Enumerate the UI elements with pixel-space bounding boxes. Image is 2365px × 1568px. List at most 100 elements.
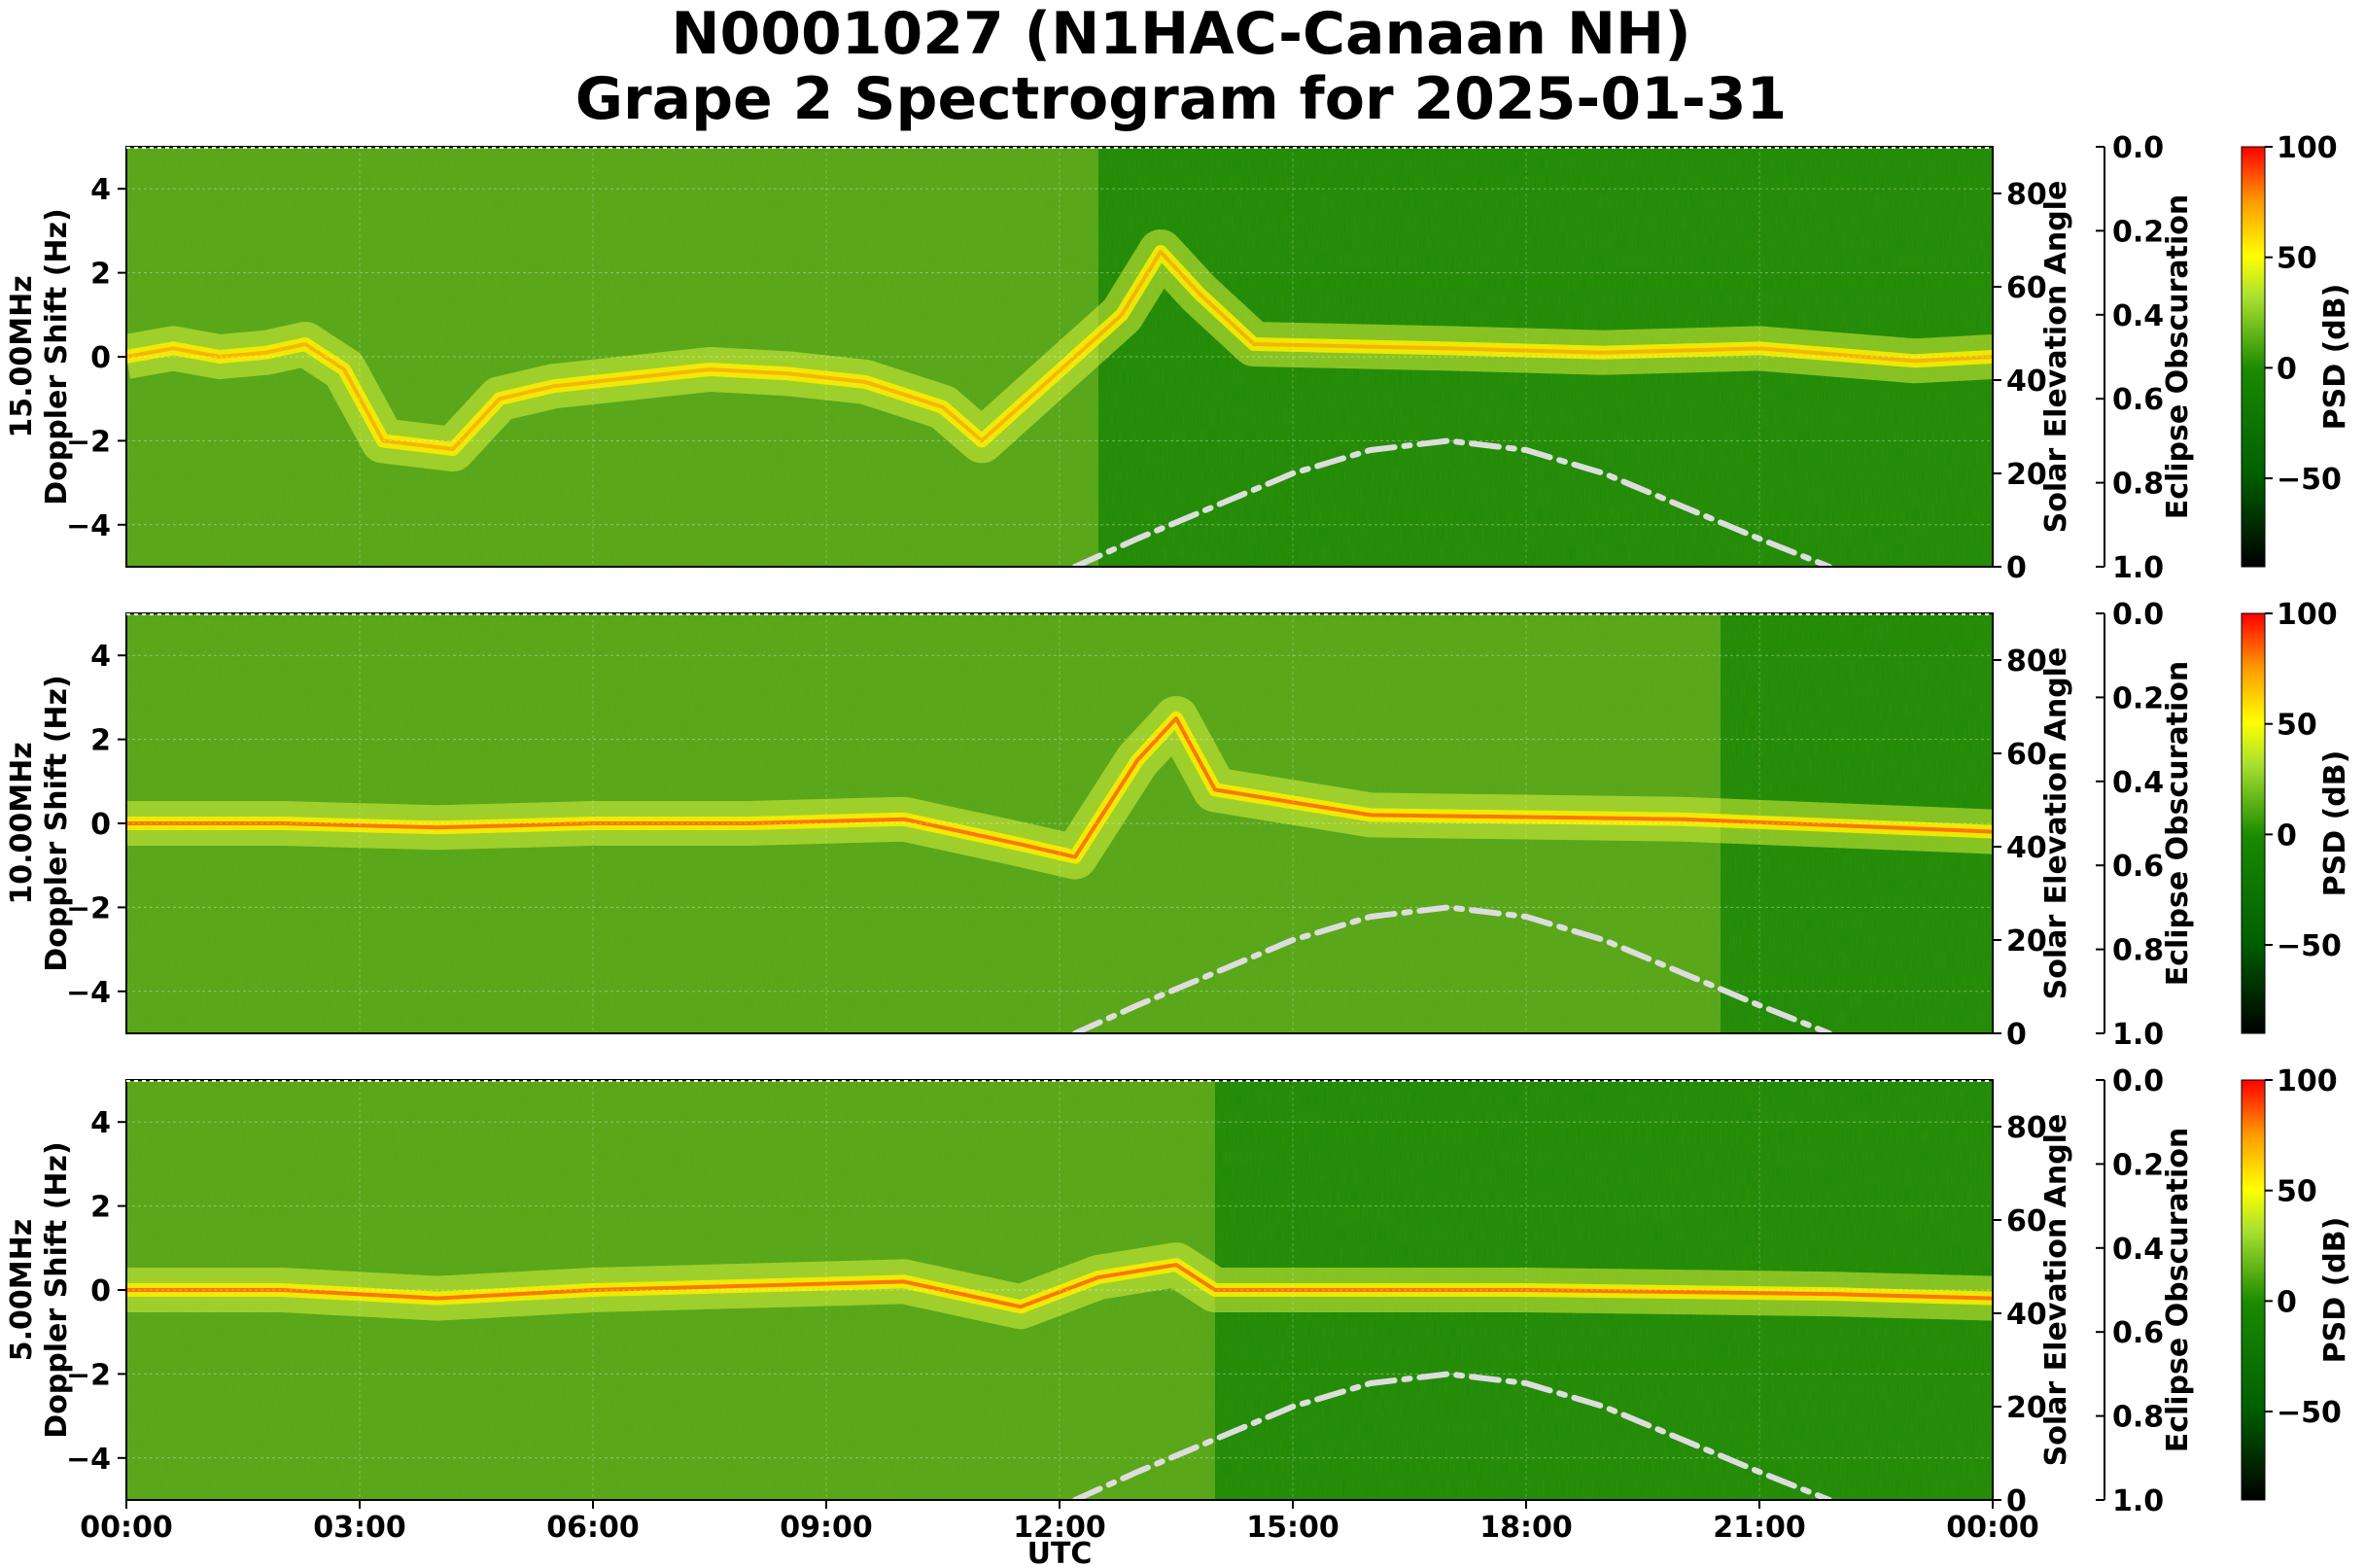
x-tick-label: 21:00 <box>1713 1511 1806 1545</box>
eclipse-tick-label: 1.0 <box>2112 1484 2164 1518</box>
y-tick-label: −4 <box>66 509 111 543</box>
eclipse-tick-label: 0.8 <box>2112 1401 2164 1435</box>
elevation-tick-label: 80 <box>2006 1111 2047 1145</box>
y-axis-label: Doppler Shift (Hz) <box>40 1141 74 1438</box>
y-axis-label: Doppler Shift (Hz) <box>40 675 74 971</box>
y-tick-label: 4 <box>90 640 111 674</box>
eclipse-tick-label: 0.2 <box>2112 681 2164 715</box>
eclipse-tick-label: 0.0 <box>2112 598 2164 632</box>
x-tick-label: 00:00 <box>1946 1511 2039 1545</box>
y-tick-label: 4 <box>90 173 111 207</box>
eclipse-tick-label: 0.0 <box>2112 131 2164 165</box>
eclipse-tick-label: 0.4 <box>2112 766 2164 800</box>
panel-1: 420−2−410.00MHz Doppler Shift (Hz)8060402… <box>5 598 2352 1052</box>
eclipse-tick-label: 0.8 <box>2112 468 2164 502</box>
y-tick-label: 0 <box>90 341 111 375</box>
eclipse-tick-label: 1.0 <box>2112 551 2164 585</box>
y-tick-label: 2 <box>90 724 111 758</box>
grid <box>125 147 1994 567</box>
eclipse-tick-label: 1.0 <box>2112 1018 2164 1052</box>
y-tick-label: −2 <box>66 891 111 925</box>
y-tick-label: 4 <box>90 1106 111 1140</box>
colorbar-tick-label: 0 <box>2277 1285 2297 1319</box>
eclipse-tick-label: 0.6 <box>2112 383 2164 417</box>
y-tick-label: −2 <box>66 1358 111 1392</box>
colorbar <box>2241 1079 2266 1501</box>
colorbar <box>2241 146 2266 568</box>
elevation-tick-label: 60 <box>2006 271 2047 305</box>
x-tick-label: 12:00 <box>1013 1511 1106 1545</box>
eclipse-tick-label: 0.2 <box>2112 1148 2164 1182</box>
y-tick-label: 2 <box>90 1191 111 1225</box>
colorbar-tick-label: 0 <box>2277 819 2297 853</box>
y-axis-label: Doppler Shift (Hz) <box>40 208 74 505</box>
eclipse-tick-label: 0.0 <box>2112 1064 2164 1098</box>
colorbar-tick-label: 50 <box>2277 709 2317 743</box>
x-tick-label: 03:00 <box>313 1511 406 1545</box>
eclipse-obscuration-label: Eclipse Obscuration <box>2161 661 2195 987</box>
colorbar-tick-label: −50 <box>2277 1396 2342 1430</box>
colorbar <box>2241 612 2266 1034</box>
colorbar-tick-label: 100 <box>2277 131 2338 165</box>
elevation-tick-label: 20 <box>2006 458 2047 492</box>
colorbar-tick-label: −50 <box>2277 929 2342 963</box>
colorbar-tick-label: 100 <box>2277 1064 2338 1098</box>
eclipse-tick-label: 0.6 <box>2112 850 2164 884</box>
colorbar-tick-label: 50 <box>2277 1175 2317 1209</box>
frequency-label: 10.00MHz <box>5 742 39 904</box>
solar-elevation-label: Solar Elevation Angle <box>2039 1114 2073 1467</box>
elevation-tick-label: 20 <box>2006 924 2047 958</box>
y-tick-label: −4 <box>66 1443 111 1477</box>
elevation-tick-label: 60 <box>2006 738 2047 772</box>
colorbar-label: PSD (dB) <box>2318 284 2352 431</box>
eclipse-obscuration-label: Eclipse Obscuration <box>2161 1128 2195 1453</box>
y-tick-label: −2 <box>66 425 111 459</box>
eclipse-tick-label: 0.6 <box>2112 1316 2164 1350</box>
solar-elevation-label: Solar Elevation Angle <box>2039 181 2073 534</box>
panels: 420−2−415.00MHz Doppler Shift (Hz)8060402… <box>5 131 2352 1518</box>
x-tick-label: 09:00 <box>780 1511 873 1545</box>
elevation-tick-label: 40 <box>2006 365 2047 399</box>
panel-2: 420−2−45.00MHz Doppler Shift (Hz)80604020… <box>5 1064 2352 1518</box>
frequency-label: 5.00MHz <box>5 1219 39 1361</box>
y-tick-label: 0 <box>90 1274 111 1308</box>
elevation-tick-label: 0 <box>2006 551 2027 585</box>
panel-0: 420−2−415.00MHz Doppler Shift (Hz)8060402… <box>5 131 2352 585</box>
signal-trace-core <box>126 716 1993 859</box>
x-tick-label: 15:00 <box>1246 1511 1339 1545</box>
solar-elevation-curve <box>1072 1371 1832 1500</box>
signal-trace <box>126 245 1993 456</box>
elevation-tick-label: 0 <box>2006 1484 2027 1518</box>
colorbar-tick-label: 0 <box>2277 352 2297 386</box>
elevation-tick-label: 0 <box>2006 1018 2027 1052</box>
y-tick-label: 0 <box>90 808 111 842</box>
x-tick-label: 18:00 <box>1479 1511 1573 1545</box>
x-axis: 00:00 03:00 06:00 09:00 12:00 15:00 18:00 21:00… <box>80 1500 2039 1568</box>
solar-elevation-label: Solar Elevation Angle <box>2039 647 2073 1000</box>
frequency-label: 15.00MHz <box>5 275 39 437</box>
x-tick-label: 00:00 <box>80 1511 173 1545</box>
eclipse-tick-label: 0.4 <box>2112 1233 2164 1267</box>
elevation-tick-label: 80 <box>2006 645 2047 679</box>
colorbar-label: PSD (dB) <box>2318 1217 2352 1364</box>
x-tick-label: 06:00 <box>546 1511 640 1545</box>
y-tick-label: 2 <box>90 258 111 292</box>
colorbar-tick-label: 100 <box>2277 598 2338 632</box>
solar-elevation-curve <box>1072 904 1832 1033</box>
eclipse-tick-label: 0.4 <box>2112 299 2164 333</box>
elevation-tick-label: 80 <box>2006 178 2047 212</box>
solar-elevation-curve <box>1072 437 1832 567</box>
y-tick-label: −4 <box>66 976 111 1010</box>
x-axis-label: UTC <box>1027 1537 1093 1568</box>
elevation-tick-label: 40 <box>2006 831 2047 865</box>
figure-title-line2: Grape 2 Spectrogram for 2025-01-31 <box>575 65 1787 133</box>
eclipse-obscuration-label: Eclipse Obscuration <box>2161 194 2195 520</box>
eclipse-tick-label: 0.8 <box>2112 934 2164 968</box>
colorbar-tick-label: −50 <box>2277 463 2342 497</box>
eclipse-tick-label: 0.2 <box>2112 215 2164 249</box>
figure-title-line1: N0001027 (N1HAC-Canaan NH) <box>671 0 1690 68</box>
elevation-tick-label: 20 <box>2006 1391 2047 1425</box>
colorbar-label: PSD (dB) <box>2318 750 2352 897</box>
